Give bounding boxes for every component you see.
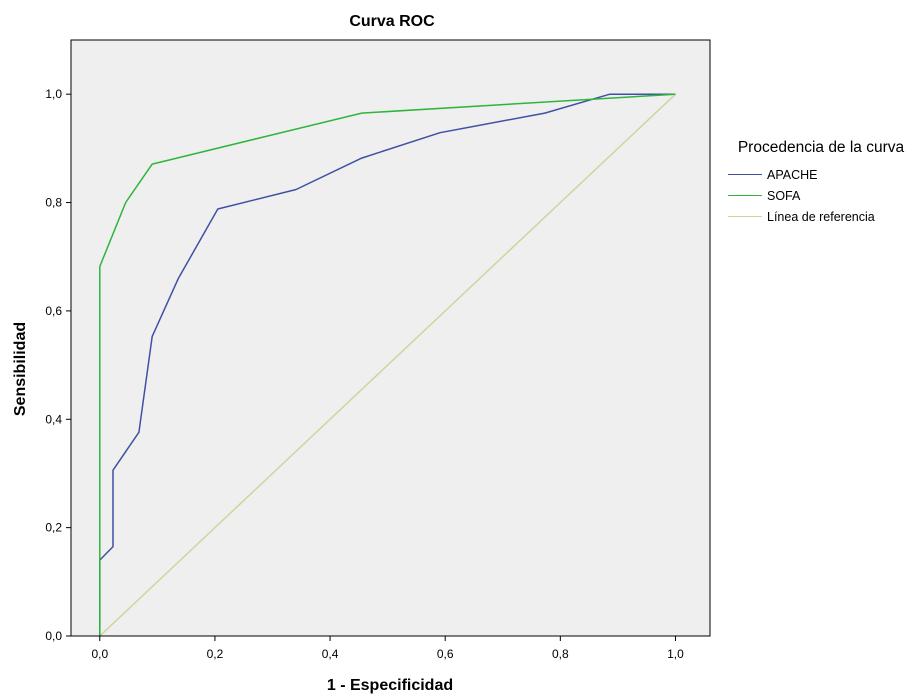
apache-roc-line — [99, 93, 676, 636]
legend-swatch-apache — [728, 174, 762, 175]
legend-swatch-reference — [728, 216, 762, 217]
y-tick-label: 0,8 — [45, 196, 62, 210]
legend-swatch-sofa — [728, 195, 762, 196]
y-axis-label: Sensibilidad — [12, 322, 29, 416]
legend-item-sofa: SOFA — [728, 185, 914, 206]
plot-area: 0,0 0,2 0,4 0,6 0,8 1,0 0,0 0,2 0,4 0,6 0,8 1,0 — [45, 39, 711, 661]
plot-frame — [70, 39, 711, 637]
y-tick-label: 0,6 — [45, 304, 62, 318]
x-tick-label: 0,0 — [91, 647, 108, 661]
legend-title: Procedencia de la curva — [737, 139, 905, 156]
legend-label-apache: APACHE — [767, 167, 818, 182]
reference-line — [99, 93, 677, 637]
y-tick-label: 0,0 — [45, 629, 62, 643]
y-tick-label: 0,4 — [45, 412, 62, 426]
legend-item-apache: APACHE — [728, 164, 914, 185]
legend-label-reference: Línea de referencia — [767, 209, 875, 224]
x-tick-label: 0,4 — [322, 647, 339, 661]
chart-title: Curva ROC — [349, 13, 435, 30]
legend: Procedencia de la curva APACHE SOFA Líne… — [728, 138, 914, 227]
x-axis-label: 1 - Especificidad — [327, 677, 453, 694]
x-tick-label: 0,6 — [437, 647, 454, 661]
y-tick-label: 1,0 — [45, 87, 62, 101]
legend-label-sofa: SOFA — [767, 188, 801, 203]
x-tick-label: 0,8 — [552, 647, 569, 661]
x-tick-label: 1,0 — [667, 647, 684, 661]
x-tick-label: 0,2 — [207, 647, 224, 661]
plot-background — [71, 40, 710, 636]
legend-item-reference: Línea de referencia — [728, 206, 914, 227]
y-tick-label: 0,2 — [45, 521, 62, 535]
sofa-roc-line — [99, 93, 676, 636]
